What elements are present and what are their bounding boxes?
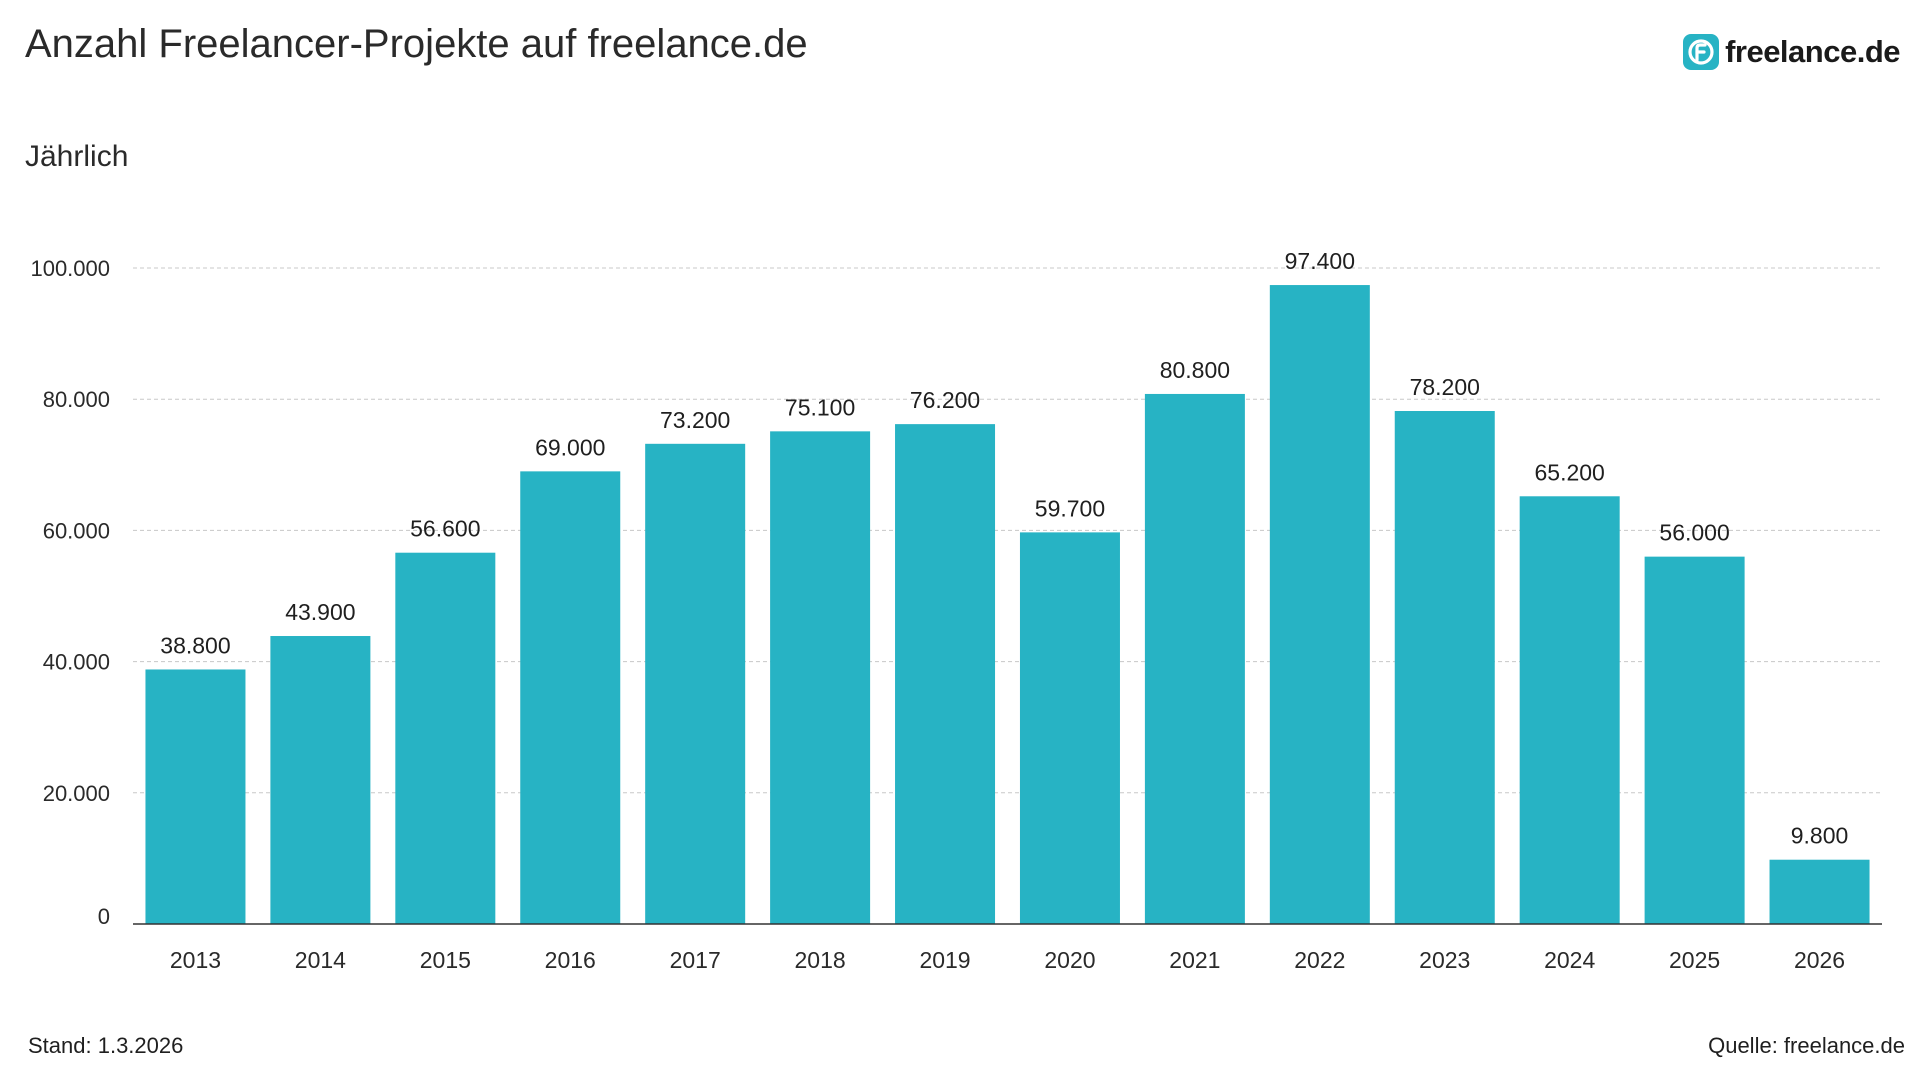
x-tick-label: 2019	[919, 947, 970, 973]
bar-2019[interactable]	[895, 424, 996, 924]
x-tick-label: 2018	[795, 947, 846, 973]
x-tick-label: 2013	[170, 947, 221, 973]
x-tick-label: 2022	[1294, 947, 1345, 973]
bar-value-label: 38.800	[160, 632, 230, 658]
bar-value-label: 73.200	[660, 407, 730, 433]
bar-2016[interactable]	[520, 471, 621, 924]
y-tick-label: 100.000	[30, 256, 110, 281]
x-tick-label: 2021	[1169, 947, 1220, 973]
bar-2013[interactable]	[145, 669, 246, 924]
bar-value-label: 78.200	[1410, 374, 1480, 400]
x-tick-label: 2014	[295, 947, 346, 973]
brand-logo[interactable]: freelance.de	[1683, 34, 1900, 70]
y-tick-label: 60.000	[43, 518, 110, 543]
bar-value-label: 56.000	[1659, 520, 1729, 546]
chart-subtitle: Jährlich	[25, 140, 129, 173]
x-tick-label: 2017	[670, 947, 721, 973]
bar-2025[interactable]	[1644, 556, 1745, 924]
bar-2015[interactable]	[395, 552, 496, 924]
bar-2017[interactable]	[645, 443, 746, 924]
bar-2021[interactable]	[1144, 393, 1245, 924]
x-tick-label: 2024	[1544, 947, 1595, 973]
bars	[145, 285, 1870, 924]
bar-2018[interactable]	[770, 431, 871, 924]
bar-value-label: 56.600	[410, 516, 480, 542]
bar-value-label: 80.800	[1160, 357, 1230, 383]
freelance-logo-icon	[1683, 34, 1720, 70]
y-axis-ticks: 0 20.000 40.000 60.000 80.000 100.000	[30, 256, 110, 929]
bar-value-label: 75.100	[785, 394, 855, 420]
y-tick-label: 0	[98, 904, 110, 929]
y-tick-label: 20.000	[43, 781, 110, 806]
bar-value-label: 97.400	[1285, 248, 1355, 274]
bar-2022[interactable]	[1269, 285, 1370, 924]
x-tick-label: 2026	[1794, 947, 1845, 973]
bar-2014[interactable]	[270, 636, 371, 924]
y-tick-label: 80.000	[43, 387, 110, 412]
footer-source: Quelle: freelance.de	[1708, 1033, 1905, 1058]
chart-title: Anzahl Freelancer-Projekte auf freelance…	[25, 22, 808, 66]
x-tick-label: 2025	[1669, 947, 1720, 973]
x-axis-ticks: 2013 2014 2015 2016 2017 2018 2019 2020 2021 2022…	[170, 947, 1845, 973]
bar-2024[interactable]	[1519, 496, 1620, 924]
bar-value-label: 65.200	[1534, 459, 1604, 485]
bar-value-labels: 38.800 43.900 56.600 69.000 73.200 75.100 76.2…	[160, 248, 1848, 849]
bar-value-label: 43.900	[285, 599, 355, 625]
y-tick-label: 40.000	[43, 650, 110, 675]
footer-stand: Stand: 1.3.2026	[28, 1033, 184, 1058]
bar-value-label: 76.200	[910, 387, 980, 413]
bar-value-label: 69.000	[535, 434, 605, 460]
bar-2026[interactable]	[1769, 859, 1870, 924]
bar-2023[interactable]	[1394, 411, 1495, 924]
bar-value-label: 9.800	[1791, 823, 1849, 849]
bar-value-label: 59.700	[1035, 495, 1105, 521]
x-tick-label: 2016	[545, 947, 596, 973]
bar-2020[interactable]	[1019, 532, 1120, 924]
brand-name: freelance.de	[1725, 34, 1900, 69]
x-tick-label: 2020	[1044, 947, 1095, 973]
x-tick-label: 2015	[420, 947, 471, 973]
x-tick-label: 2023	[1419, 947, 1470, 973]
